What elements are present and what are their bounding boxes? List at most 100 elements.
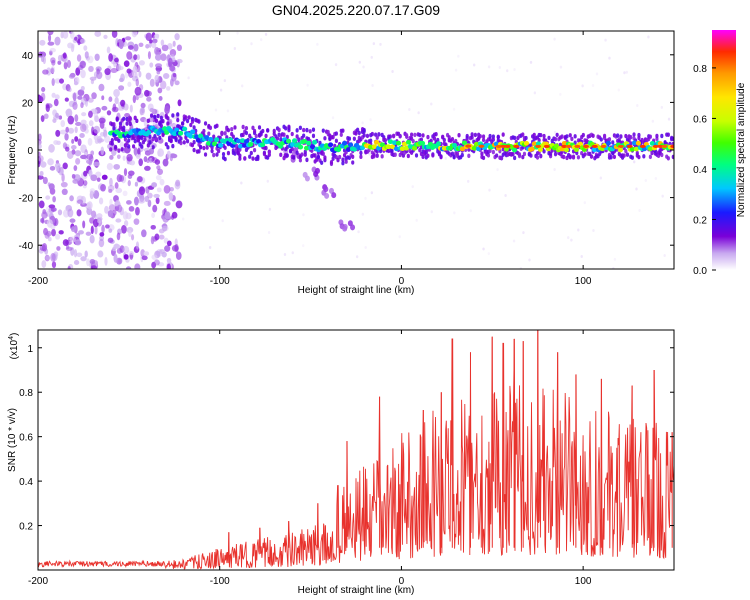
noise-speckle — [583, 201, 587, 205]
noise-speckle — [40, 115, 45, 123]
noise-speckle — [667, 117, 671, 121]
ridge-halo — [347, 136, 352, 141]
ridge-core — [647, 146, 653, 152]
ridge-halo — [329, 159, 334, 165]
noise-speckle — [334, 63, 338, 67]
noise-speckle — [94, 115, 99, 123]
snr-y-tick-label: 1 — [27, 344, 33, 355]
noise-speckle — [362, 65, 365, 69]
ridge-halo — [418, 148, 422, 153]
noise-speckle — [132, 75, 139, 82]
noise-speckle — [125, 36, 132, 41]
noise-speckle — [58, 78, 65, 84]
noise-speckle — [38, 155, 44, 162]
ridge-halo — [128, 116, 132, 121]
noise-speckle — [369, 118, 372, 122]
noise-speckle — [592, 228, 595, 232]
noise-speckle — [415, 218, 418, 222]
noise-speckle — [267, 230, 271, 234]
ridge-halo — [537, 137, 541, 143]
descending-branch-mark — [302, 171, 308, 178]
ridge-halo — [166, 116, 170, 121]
ridge-core — [206, 140, 212, 146]
ridge-halo — [359, 150, 363, 156]
noise-speckle — [69, 236, 76, 243]
ridge-core — [395, 140, 402, 146]
ridge-halo — [648, 154, 652, 160]
ridge-core — [198, 133, 204, 139]
noise-speckle — [580, 254, 583, 258]
noise-speckle — [88, 169, 93, 177]
ridge-core — [573, 147, 580, 153]
noise-speckle — [127, 81, 132, 87]
descending-branch-mark — [342, 225, 348, 232]
ridge-halo — [410, 132, 414, 137]
ridge-core — [285, 138, 292, 144]
noise-speckle — [74, 114, 79, 122]
noise-speckle — [160, 80, 167, 90]
noise-speckle — [96, 177, 101, 182]
ridge-halo — [203, 152, 208, 157]
ridge-halo — [553, 151, 558, 157]
ridge-core — [194, 134, 200, 140]
noise-speckle — [38, 96, 44, 103]
ridge-core — [242, 143, 248, 148]
ridge-halo — [362, 133, 366, 138]
spectrogram-x-tick-label: 0 — [399, 276, 405, 287]
ridge-halo — [406, 153, 410, 159]
ridge-halo — [148, 140, 152, 145]
ridge-halo — [351, 160, 355, 165]
noise-speckle — [41, 217, 45, 224]
ridge-halo — [136, 138, 141, 143]
noise-speckle — [153, 193, 160, 198]
noise-speckle — [167, 43, 173, 50]
noise-speckle — [533, 91, 537, 95]
ridge-halo — [392, 133, 396, 139]
ridge-halo — [513, 135, 517, 141]
noise-speckle — [233, 47, 237, 51]
ridge-halo — [359, 154, 363, 160]
noise-speckle — [82, 220, 86, 229]
noise-speckle — [60, 181, 68, 188]
noise-speckle — [496, 168, 499, 172]
ridge-core — [391, 140, 398, 146]
noise-speckle — [170, 78, 174, 87]
ridge-halo — [149, 113, 154, 118]
descending-branch-mark — [350, 224, 356, 231]
ridge-halo — [264, 145, 268, 151]
noise-speckle — [80, 69, 86, 79]
ridge-core — [291, 138, 298, 144]
ridge-halo — [521, 132, 525, 137]
ridge-halo — [256, 155, 260, 160]
noise-speckle — [113, 253, 118, 263]
noise-speckle — [98, 197, 104, 205]
noise-speckle — [46, 219, 53, 228]
noise-speckle — [118, 40, 124, 50]
ridge-halo — [635, 150, 639, 156]
noise-speckle — [45, 103, 50, 109]
noise-speckle — [139, 107, 145, 116]
ridge-halo — [356, 127, 360, 132]
ridge-halo — [153, 114, 157, 120]
noise-speckle — [85, 231, 92, 236]
ridge-halo — [120, 147, 124, 152]
ridge-core — [605, 140, 612, 146]
ridge-halo — [115, 116, 119, 121]
ridge-halo — [439, 154, 443, 160]
ridge-halo — [401, 153, 406, 158]
noise-speckle — [132, 65, 138, 74]
ridge-halo — [156, 113, 160, 119]
noise-speckle — [104, 205, 109, 214]
ridge-core — [459, 146, 466, 152]
ridge-core — [238, 143, 244, 149]
noise-speckle — [145, 44, 150, 49]
noise-speckle — [133, 196, 139, 206]
ridge-halo — [655, 133, 659, 139]
noise-speckle — [39, 39, 46, 46]
noise-speckle — [49, 165, 56, 171]
snr-line — [38, 330, 674, 570]
noise-speckle — [49, 50, 53, 56]
noise-speckle — [101, 95, 105, 101]
colorbar-gradient — [712, 30, 736, 270]
